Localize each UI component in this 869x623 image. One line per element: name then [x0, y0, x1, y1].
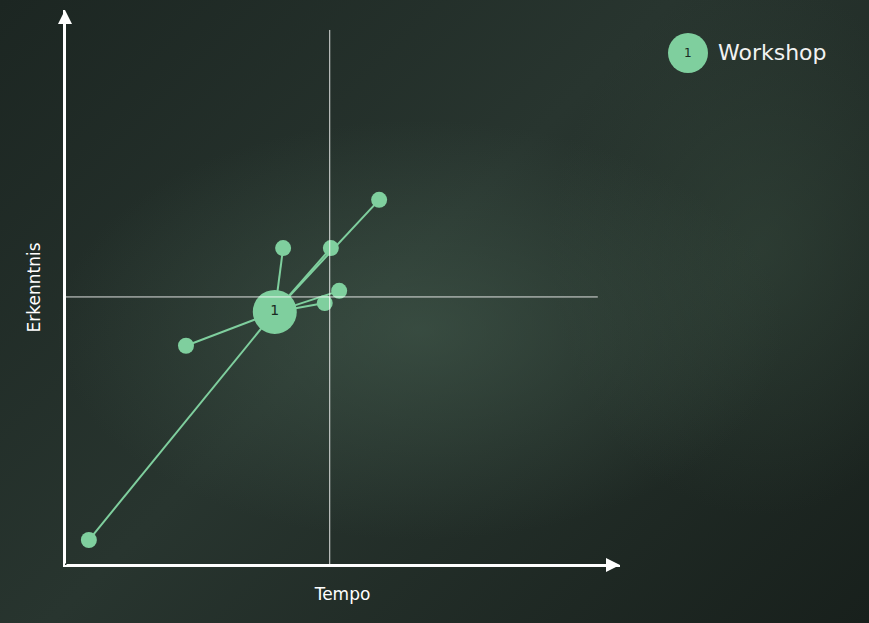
- svg-text:Erkenntnis: Erkenntnis: [24, 242, 44, 332]
- svg-text:Workshop: Workshop: [718, 40, 827, 65]
- svg-text:1: 1: [270, 302, 279, 318]
- svg-text:1: 1: [684, 46, 692, 60]
- svg-text:Tempo: Tempo: [314, 584, 371, 604]
